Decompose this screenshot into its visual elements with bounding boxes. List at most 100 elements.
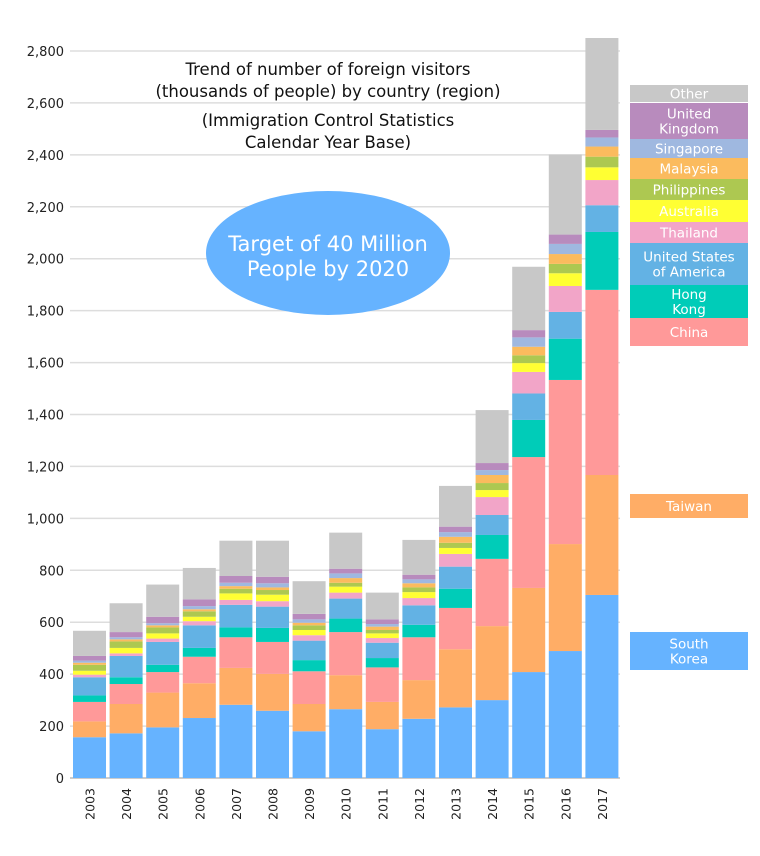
bar-segment-other — [512, 266, 546, 331]
chart-subtitle-line: (Immigration Control Statistics — [202, 111, 455, 130]
legend-swatch — [630, 285, 748, 318]
bar-segment-taiwan — [585, 474, 619, 595]
bar-segment-taiwan — [402, 680, 436, 719]
bar-segment-australia — [292, 630, 326, 636]
legend-label: Malaysia — [660, 162, 719, 178]
bar-segment-china — [548, 379, 582, 545]
bar-segment-other — [109, 603, 143, 633]
chart-subtitle-line: Calendar Year Base) — [245, 133, 411, 152]
bar-segment-south-korea — [329, 709, 363, 778]
bar-segment-other — [219, 540, 253, 576]
y-tick-label: 1,600 — [27, 357, 64, 372]
bar-segment-malaysia — [329, 578, 363, 583]
legend-label: Philippines — [653, 183, 726, 199]
bar-segment-hong-kong — [109, 677, 143, 685]
bar-segment-united-states-of-america — [146, 641, 180, 665]
bar-segment-china — [146, 672, 180, 693]
bar-segment-australia — [585, 167, 619, 181]
legend-swatch — [630, 85, 748, 102]
bar-segment-singapore — [256, 583, 289, 588]
bar-segment-south-korea — [256, 710, 289, 778]
bar-segment-thailand — [402, 598, 436, 606]
bar-segment-china — [256, 641, 289, 674]
bar-segment-china — [585, 289, 619, 475]
bar-segment-china — [109, 684, 143, 705]
bar-segment-malaysia — [219, 586, 253, 589]
bar-segment-other — [585, 38, 619, 130]
bar-segment-south-korea — [182, 718, 216, 778]
bar-segment-taiwan — [512, 587, 546, 673]
bar-segment-south-korea — [548, 651, 582, 778]
bar-segment-singapore — [475, 470, 509, 475]
bar-segment-united-kingdom — [439, 526, 472, 533]
bar-segment-philippines — [292, 625, 326, 631]
x-tick-label: 2007 — [229, 788, 244, 820]
bar-segment-hong-kong — [548, 338, 582, 380]
bar-segment-united-kingdom — [182, 599, 216, 607]
legend-label: Kingdom — [659, 122, 719, 138]
bar-segment-united-kingdom — [512, 330, 546, 338]
x-tick-label: 2008 — [266, 788, 281, 820]
legend-label: Kong — [672, 302, 706, 318]
y-tick-label: 2,600 — [27, 97, 64, 112]
bar-segment-thailand — [182, 621, 216, 626]
legend-label: Australia — [659, 204, 719, 220]
y-tick-label: 600 — [39, 616, 64, 631]
bar-segment-south-korea — [402, 718, 436, 778]
bar-segment-other — [182, 567, 216, 600]
bar-segment-malaysia — [182, 609, 216, 612]
bar-segment-united-states-of-america — [365, 642, 399, 659]
x-tick-label: 2004 — [119, 788, 134, 820]
y-tick-label: 2,400 — [27, 149, 64, 164]
bar-segment-malaysia — [585, 146, 619, 157]
y-tick-label: 800 — [39, 564, 64, 579]
x-tick-label: 2014 — [485, 788, 500, 820]
bar-segment-philippines — [182, 611, 216, 617]
y-tick-label: 2,200 — [27, 201, 64, 216]
bar-segment-hong-kong — [256, 627, 289, 642]
bar-segment-australia — [402, 592, 436, 599]
bar-segment-australia — [73, 670, 106, 675]
legend-label: Taiwan — [665, 499, 712, 515]
bar-segment-other — [146, 584, 180, 617]
bar-segment-singapore — [548, 243, 582, 255]
bar-segment-australia — [475, 490, 509, 498]
bar-segment-philippines — [256, 590, 289, 595]
bar-segment-hong-kong — [292, 660, 326, 672]
bar-segment-malaysia — [439, 536, 472, 543]
bar-segment-other — [475, 410, 509, 464]
bar-segment-china — [219, 637, 253, 668]
bar-segment-south-korea — [73, 737, 106, 778]
bars — [73, 38, 619, 778]
bar-segment-singapore — [109, 637, 143, 640]
y-axis: 0 200 400 600 800 1,000 1,200 1,400 1,600 1,800 2,… — [27, 45, 64, 787]
bar-segment-united-states-of-america — [109, 655, 143, 678]
bar-segment-singapore — [182, 606, 216, 610]
bar-segment-taiwan — [182, 683, 216, 719]
y-tick-label: 0 — [56, 772, 64, 787]
bar-segment-united-states-of-america — [402, 605, 436, 625]
legend-swatch — [630, 200, 748, 222]
bar-segment-united-states-of-america — [512, 393, 546, 420]
bar-segment-united-states-of-america — [475, 514, 509, 535]
bar-segment-malaysia — [365, 626, 399, 631]
legend-swatch — [630, 632, 748, 670]
bar-segment-taiwan — [475, 626, 509, 701]
bar-segment-hong-kong — [475, 534, 509, 559]
bar-segment-united-states-of-america — [439, 566, 472, 589]
y-tick-label: 400 — [39, 668, 64, 683]
legend-swatch — [630, 139, 748, 158]
bar-segment-thailand — [439, 553, 472, 567]
bar-segment-united-states-of-america — [585, 205, 619, 232]
bar-segment-philippines — [585, 156, 619, 168]
bar-segment-united-kingdom — [73, 655, 106, 661]
legend-label: United — [667, 107, 711, 123]
bar-segment-south-korea — [292, 731, 326, 778]
bar-segment-philippines — [439, 542, 472, 548]
bar-segment-south-korea — [475, 700, 509, 778]
bar-segment-hong-kong — [402, 624, 436, 638]
bar-segment-other — [292, 581, 326, 614]
legend-label: China — [670, 325, 709, 341]
bar-segment-philippines — [73, 664, 106, 671]
bar-segment-united-states-of-america — [182, 625, 216, 648]
